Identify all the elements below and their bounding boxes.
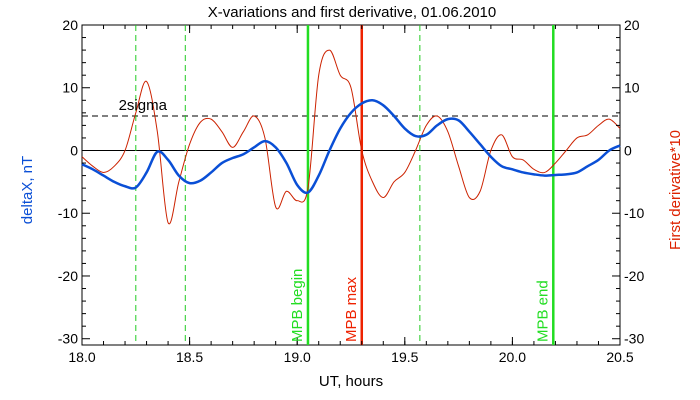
two-sigma-label: 2sigma: [119, 97, 168, 114]
series-derivative: [81, 49, 621, 225]
axis-ticks: [81, 24, 621, 345]
plot-frame: [81, 24, 621, 346]
y-tick-label-left-4: -20: [58, 268, 78, 284]
series-deltax: [81, 99, 621, 195]
x-axis-label: UT, hours: [319, 373, 383, 390]
y-tick-label-left-1: 10: [62, 80, 78, 96]
y-tick-label-left-0: 20: [62, 17, 78, 33]
y-tick-label-right-4: -20: [624, 268, 644, 284]
x-tick-label-1: 18.5: [176, 349, 203, 365]
series-lines: [81, 49, 621, 225]
vertical-markers: [135, 25, 555, 345]
y-axis-right-label: First derivative*10: [667, 130, 684, 250]
y-tick-label-left-2: 0: [70, 142, 78, 158]
y-tick-label-left-3: -10: [58, 205, 78, 221]
x-tick-label-2: 19.0: [284, 349, 311, 365]
x-tick-label-3: 19.5: [391, 349, 418, 365]
chart-title: X-variations and first derivative, 01.06…: [208, 4, 497, 21]
y-tick-label-right-1: 10: [624, 80, 640, 96]
x-tick-label-5: 20.5: [606, 349, 633, 365]
y-axis-left-label: deltaX, nT: [19, 156, 36, 224]
y-tick-label-right-3: -10: [624, 205, 644, 221]
y-tick-label-right-0: 20: [624, 17, 640, 33]
y-tick-label-right-2: 0: [624, 142, 632, 158]
reference-lines: [82, 115, 620, 151]
mpb-begin-label: MPB begin: [289, 269, 306, 342]
x-tick-label-4: 20.0: [499, 349, 526, 365]
mpb-end-label: MPB end: [534, 280, 551, 342]
mpb-max-label: MPB max: [343, 276, 360, 342]
annotations: 2sigma MPB begin MPB max MPB end: [119, 97, 552, 342]
y-tick-label-right-5: -30: [624, 331, 644, 347]
y-tick-label-left-5: -30: [58, 331, 78, 347]
x-tick-label-0: 18.0: [68, 349, 95, 365]
tick-labels: 18.0 18.5 19.0 19.5 20.0 20.5 20 20 10 10 0 0 -10 -10…: [58, 17, 645, 365]
